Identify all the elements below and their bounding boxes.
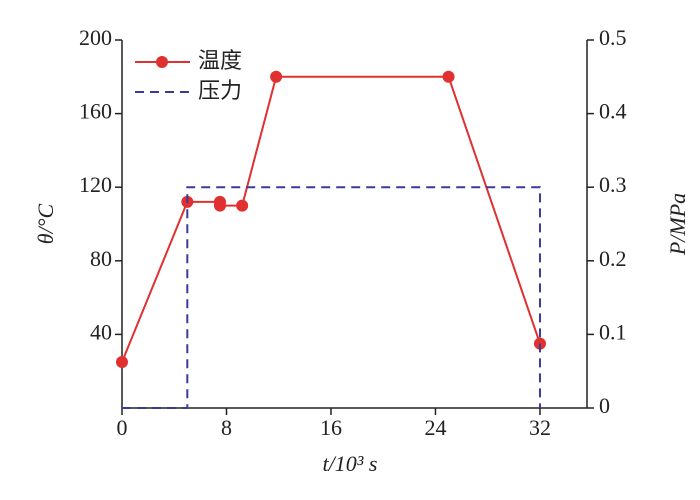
- y-tick-label: 40: [90, 319, 112, 344]
- x-tick-label: 0: [117, 415, 128, 440]
- y2-tick-label: 0.5: [599, 25, 627, 50]
- point: [116, 356, 128, 368]
- x-tick-label: 16: [320, 415, 342, 440]
- point: [270, 70, 283, 83]
- y-tick-label: 80: [90, 246, 112, 271]
- y2-tick-label: 0.4: [599, 99, 627, 124]
- y2-tick-label: 0: [599, 393, 610, 418]
- y2-tick-label: 0.1: [599, 319, 627, 344]
- legend-marker: [156, 56, 168, 68]
- y2-tick-label: 0.2: [599, 246, 627, 271]
- legend-label: 压力: [198, 79, 242, 104]
- series-line: [121, 75, 541, 363]
- y-tick-label: 160: [79, 99, 112, 124]
- y-axis-label: θ/°C: [33, 203, 58, 244]
- x-axis-label: t/10³ s: [323, 451, 378, 476]
- y-tick-label: 120: [79, 172, 112, 197]
- series-line: [122, 186, 541, 409]
- y2-axis-label: P/MPa: [665, 193, 690, 256]
- y2-tick-label: 0.3: [599, 172, 627, 197]
- x-tick-label: 8: [221, 415, 232, 440]
- point: [236, 199, 249, 212]
- legend-label: 温度: [198, 49, 242, 74]
- y-tick-label: 200: [79, 25, 112, 50]
- point: [442, 70, 455, 83]
- x-tick-label: 24: [424, 415, 446, 440]
- x-tick-label: 32: [529, 415, 551, 440]
- point: [213, 199, 226, 212]
